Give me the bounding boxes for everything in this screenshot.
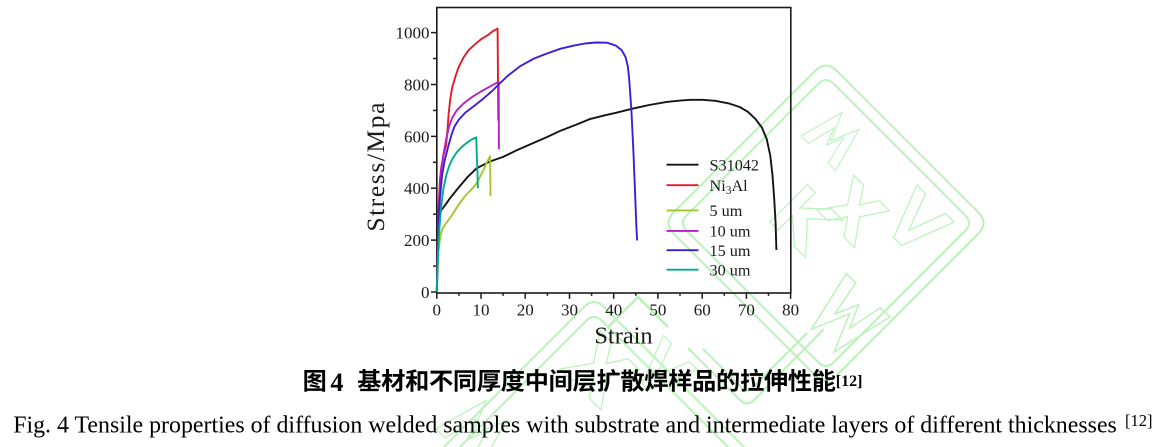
svg-text:10: 10 [473,301,490,320]
svg-text:30: 30 [561,301,578,320]
svg-text:[12]: [12] [1125,411,1153,430]
svg-text:600: 600 [404,127,430,146]
svg-text:4: 4 [330,368,343,397]
svg-text:0: 0 [433,301,442,320]
svg-text:Strain: Strain [594,322,652,349]
svg-text:400: 400 [404,179,430,198]
svg-text:50: 50 [649,301,666,320]
svg-text:Ni3Al: Ni3Al [710,177,749,197]
svg-text:0: 0 [421,283,430,302]
svg-text:S31042: S31042 [710,156,759,174]
svg-text:70: 70 [738,301,755,320]
svg-text:[12]: [12] [836,373,863,390]
svg-text:15 um: 15 um [710,242,751,260]
svg-text:1000: 1000 [396,24,430,43]
svg-text:10 um: 10 um [710,223,751,241]
svg-text:20: 20 [517,301,534,320]
svg-text:200: 200 [404,231,430,250]
svg-text:Stress/Mpa: Stress/Mpa [361,101,390,232]
svg-text:5 um: 5 um [710,202,743,220]
svg-text:Fig. 4 Tensile properties of d: Fig. 4 Tensile properties of diffusion w… [13,413,1117,439]
svg-text:800: 800 [404,75,430,94]
svg-text:80: 80 [782,301,799,320]
svg-text:60: 60 [694,301,711,320]
svg-text:40: 40 [605,301,622,320]
svg-text:30 um: 30 um [710,261,751,279]
